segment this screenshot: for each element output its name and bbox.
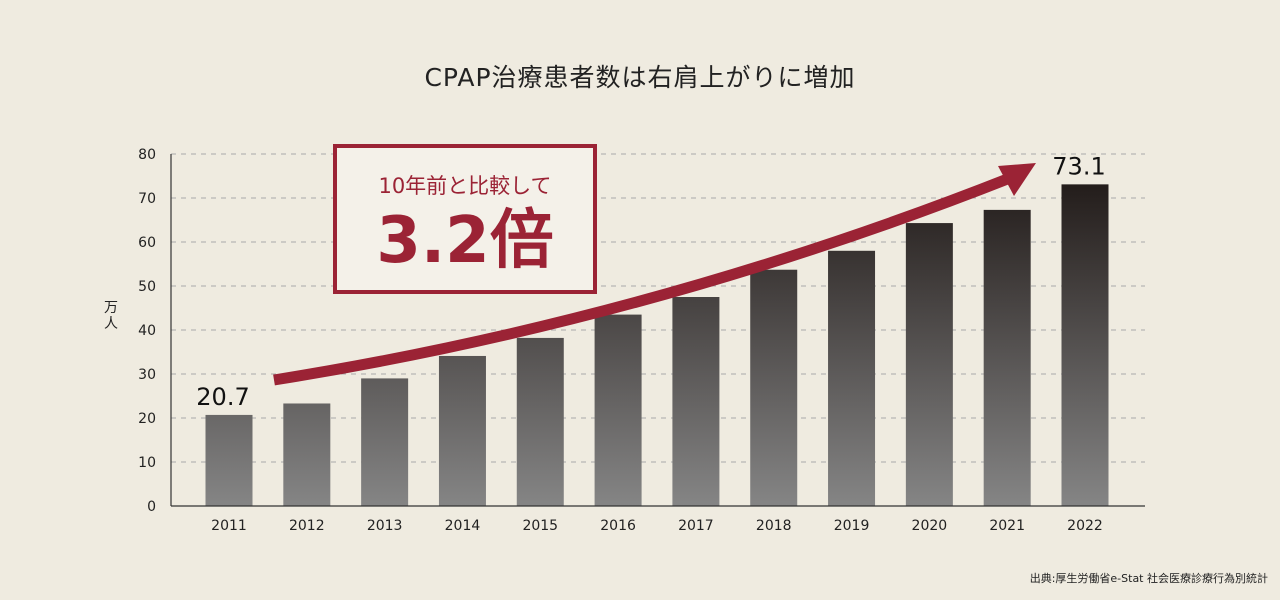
comparison-callout: 10年前と比較して 3.2倍 — [333, 144, 597, 294]
callout-line1: 10年前と比較して — [378, 174, 552, 198]
y-axis-label: 万人 — [104, 300, 118, 332]
bar-2012 — [283, 403, 331, 506]
bar-2013 — [361, 378, 409, 506]
bar-2014 — [438, 355, 486, 506]
x-tick-label: 2013 — [367, 518, 403, 534]
data-label-2022: 73.1 — [1052, 152, 1105, 180]
bar-2018 — [750, 269, 798, 506]
x-tick-label: 2016 — [600, 518, 636, 534]
x-tick-label: 2017 — [678, 518, 714, 534]
x-tick-label: 2020 — [912, 518, 948, 534]
y-tick-label: 20 — [138, 411, 156, 427]
y-tick-label: 10 — [138, 455, 156, 471]
bar-2020 — [905, 223, 953, 506]
bar-2011 — [205, 414, 253, 506]
x-tick-label: 2019 — [834, 518, 870, 534]
bar-2017 — [672, 297, 720, 506]
chart-title: CPAP治療患者数は右肩上がりに増加 — [424, 63, 856, 92]
bar-2016 — [594, 314, 642, 506]
y-tick-label: 0 — [147, 499, 156, 515]
x-tick-label: 2015 — [522, 518, 558, 534]
callout-line2: 3.2倍 — [376, 204, 554, 278]
data-label-2011: 20.7 — [196, 383, 249, 411]
source-note: 出典:厚生労働省e-Stat 社会医療診療行為別統計 — [1029, 572, 1268, 585]
x-tick-label: 2022 — [1067, 518, 1103, 534]
y-tick-label: 80 — [138, 147, 156, 163]
x-tick-label: 2011 — [211, 518, 247, 534]
bar-2021 — [983, 209, 1031, 506]
y-tick-label: 50 — [138, 279, 156, 295]
x-tick-label: 2021 — [989, 518, 1025, 534]
y-tick-label: 70 — [138, 191, 156, 207]
x-tick-label: 2018 — [756, 518, 792, 534]
bar-2022 — [1061, 184, 1109, 507]
bar-2015 — [516, 337, 564, 506]
y-tick-label: 40 — [138, 323, 156, 339]
bar-2019 — [828, 250, 876, 506]
y-tick-label: 30 — [138, 367, 156, 383]
x-tick-label: 2012 — [289, 518, 325, 534]
y-tick-label: 60 — [138, 235, 156, 251]
x-tick-label: 2014 — [445, 518, 481, 534]
trend-arrow — [273, 163, 1036, 386]
